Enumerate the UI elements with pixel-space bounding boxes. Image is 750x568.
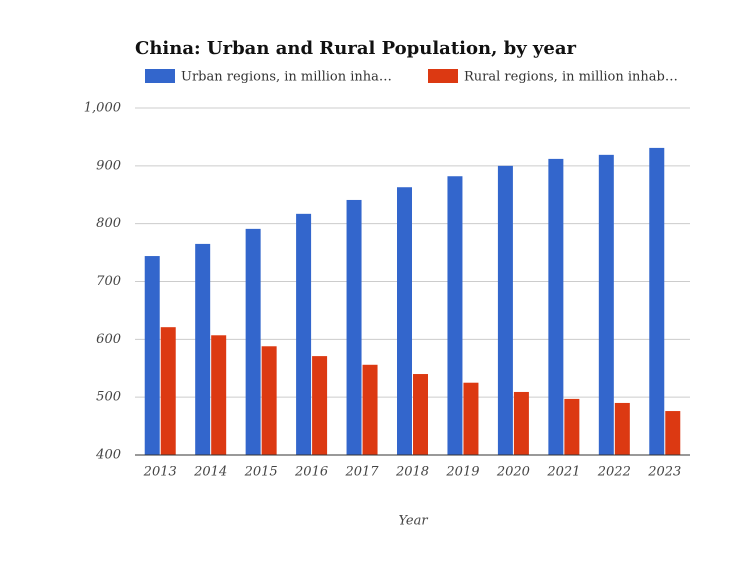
bar [614, 402, 630, 455]
x-tick-label: 2022 [597, 465, 631, 480]
bar [665, 411, 681, 455]
bar [296, 213, 312, 455]
bar [548, 158, 564, 456]
bar [245, 228, 261, 455]
bar [346, 199, 362, 455]
x-tick-label: 2019 [445, 465, 479, 480]
legend-swatch [428, 69, 458, 83]
y-tick-label: 1,000 [84, 101, 121, 116]
bar [195, 243, 211, 455]
y-tick-label: 600 [96, 332, 121, 347]
bar [312, 356, 328, 455]
bar [144, 256, 160, 455]
x-tick-label: 2013 [143, 465, 177, 480]
bar [564, 398, 580, 455]
bar [261, 346, 277, 455]
x-tick-label: 2021 [546, 465, 580, 480]
y-tick-label: 400 [95, 448, 121, 463]
bar [413, 374, 428, 455]
y-tick-label: 700 [96, 274, 121, 289]
legend-label: Rural regions, in million inhab… [464, 70, 678, 85]
x-tick-label: 2020 [496, 465, 530, 480]
x-tick-label: 2023 [647, 465, 681, 480]
bar [497, 165, 513, 456]
bar [463, 382, 479, 455]
x-tick-label: 2018 [395, 465, 429, 480]
bar [649, 147, 665, 455]
bar [397, 187, 412, 455]
legend-label: Urban regions, in million inha… [181, 70, 392, 85]
bar [513, 391, 529, 455]
x-tick-label: 2014 [193, 465, 227, 480]
bar [598, 154, 614, 455]
x-axis-label: Year [398, 514, 428, 529]
bar [211, 335, 227, 455]
chart-title: China: Urban and Rural Population, by ye… [135, 38, 576, 59]
bar [160, 327, 176, 455]
x-tick-label: 2015 [244, 465, 278, 480]
x-tick-label: 2017 [344, 465, 379, 480]
legend-swatch [145, 69, 175, 83]
x-tick-label: 2016 [294, 465, 328, 480]
y-tick-label: 800 [96, 216, 121, 231]
y-tick-label: 500 [96, 390, 121, 405]
bar [447, 176, 463, 455]
bar [362, 364, 378, 455]
y-tick-label: 900 [96, 158, 121, 173]
